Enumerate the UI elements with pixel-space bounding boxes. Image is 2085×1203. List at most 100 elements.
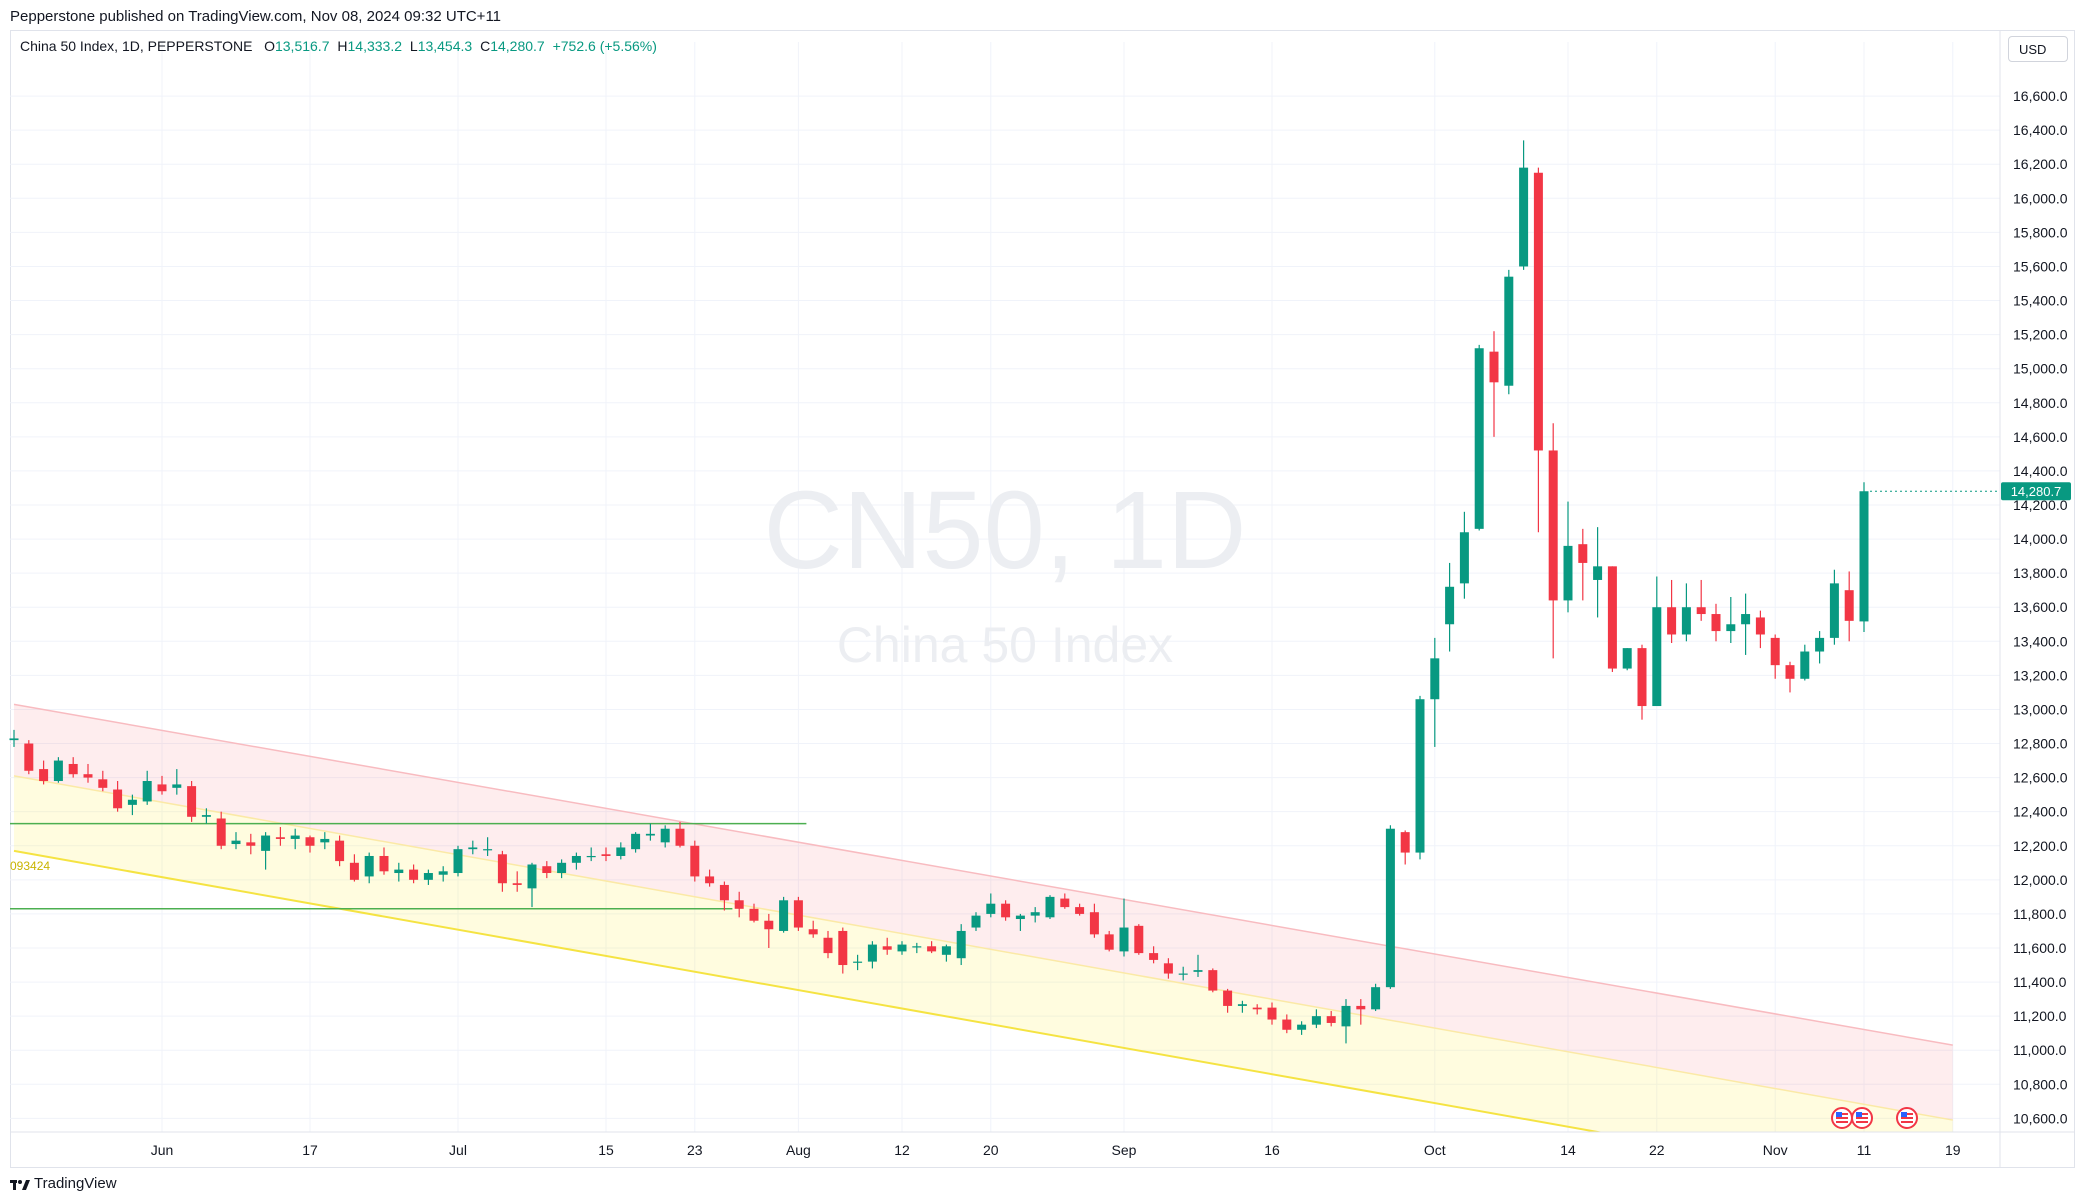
candle-body xyxy=(1030,912,1040,916)
price-axis: 10,600.0 10,800.0 11,000.0 11,200.0 11,400.0… xyxy=(1999,30,2068,1168)
candle xyxy=(275,827,285,846)
candle xyxy=(1163,958,1173,979)
candle xyxy=(586,847,596,862)
candle-body xyxy=(971,915,981,928)
candle xyxy=(1267,1002,1277,1025)
candle xyxy=(1667,579,1677,644)
publisher-line: Pepperstone published on TradingView.com… xyxy=(10,8,502,25)
y-tick-label: 13,200.0 xyxy=(2013,667,2068,683)
candle-body xyxy=(1741,614,1751,625)
candle-body xyxy=(542,866,552,874)
y-tick-label: 15,000.0 xyxy=(2013,361,2068,377)
candle xyxy=(1341,999,1351,1044)
x-tick-label: 12 xyxy=(894,1142,910,1158)
y-tick-label: 15,400.0 xyxy=(2013,293,2068,309)
close-label: C xyxy=(480,38,491,54)
candle xyxy=(838,927,848,974)
candle-body xyxy=(201,815,211,817)
candle-body xyxy=(483,849,493,851)
candle-body xyxy=(1371,987,1381,1010)
candle-body xyxy=(1104,934,1114,950)
candle xyxy=(1815,631,1825,664)
us-flag-icon[interactable] xyxy=(1851,1107,1873,1129)
candle xyxy=(24,740,34,775)
x-tick-label: Jun xyxy=(151,1142,174,1158)
candle-body xyxy=(275,837,285,839)
candle-body xyxy=(719,884,729,901)
candle xyxy=(1208,968,1218,993)
candle xyxy=(1149,946,1159,964)
candle xyxy=(1607,566,1617,672)
candle-body xyxy=(216,818,226,846)
candle-body xyxy=(1607,566,1617,669)
y-tick-label: 11,600.0 xyxy=(2013,940,2067,956)
candle-body xyxy=(867,944,877,962)
candle xyxy=(1785,661,1795,693)
candle-body xyxy=(290,835,300,839)
candle xyxy=(364,852,374,884)
candle xyxy=(53,757,63,783)
candle-body xyxy=(705,876,715,884)
candle-body xyxy=(172,784,182,788)
x-tick-label: Aug xyxy=(786,1142,811,1158)
candle-body xyxy=(305,837,315,846)
x-tick-label: 15 xyxy=(598,1142,614,1158)
candle-body xyxy=(438,871,448,875)
candle xyxy=(423,869,433,885)
candle-body xyxy=(1829,583,1839,638)
x-tick-label: 17 xyxy=(302,1142,318,1158)
candle-body xyxy=(853,961,863,963)
us-flag-icon[interactable] xyxy=(1831,1107,1853,1129)
candle xyxy=(557,859,567,879)
y-tick-label: 13,000.0 xyxy=(2013,701,2068,717)
us-flag-icon[interactable] xyxy=(1896,1107,1918,1129)
candle xyxy=(1504,269,1514,395)
symbol-title[interactable]: China 50 Index, 1D, PEPPERSTONE xyxy=(20,38,253,54)
candle xyxy=(320,832,330,850)
candle-body xyxy=(1696,607,1706,615)
candle xyxy=(1800,644,1810,681)
candle-body xyxy=(1711,614,1721,632)
candle-body xyxy=(1001,903,1011,918)
symbol-legend[interactable]: China 50 Index, 1D, PEPPERSTONE O13,516.… xyxy=(20,38,661,54)
y-tick-label: 14,200.0 xyxy=(2013,497,2068,513)
y-tick-label: 15,800.0 xyxy=(2013,224,2068,240)
last-price-badge-group: 14,280.7 xyxy=(1870,482,2071,501)
last-price-badge xyxy=(2001,482,2071,501)
x-tick-label: 14 xyxy=(1560,1142,1576,1158)
candle xyxy=(571,852,581,870)
candle-body xyxy=(1622,648,1632,669)
candle-body xyxy=(690,845,700,877)
horizontal-levels xyxy=(10,822,807,910)
candle xyxy=(1297,1021,1307,1035)
y-tick-label: 11,800.0 xyxy=(2013,906,2067,922)
candle xyxy=(483,837,493,856)
candle-body xyxy=(1252,1007,1262,1010)
candle xyxy=(305,835,315,853)
candle-body xyxy=(1119,927,1129,952)
candle-body xyxy=(675,828,685,846)
candle xyxy=(1430,637,1440,747)
candle-body xyxy=(1667,607,1677,635)
candle xyxy=(927,941,937,954)
candle-body xyxy=(1237,1004,1247,1006)
candle xyxy=(409,864,419,884)
currency-button[interactable]: USD xyxy=(2008,36,2068,62)
y-tick-label: 16,200.0 xyxy=(2013,156,2068,172)
candle-body xyxy=(1282,1019,1292,1030)
candle xyxy=(1371,983,1381,1012)
y-tick-label: 14,600.0 xyxy=(2013,429,2068,445)
candle xyxy=(986,893,996,918)
candle-body xyxy=(808,929,818,935)
candle xyxy=(1326,1011,1336,1027)
candle-body xyxy=(1593,566,1603,580)
candle-body xyxy=(1045,896,1055,918)
tradingview-footer[interactable]: TradingView xyxy=(10,1175,117,1192)
candle-body xyxy=(246,842,256,846)
candle xyxy=(335,835,345,867)
candle xyxy=(172,769,182,795)
candle xyxy=(1089,903,1099,938)
candle-body xyxy=(1815,637,1825,652)
candle-body xyxy=(586,855,596,858)
